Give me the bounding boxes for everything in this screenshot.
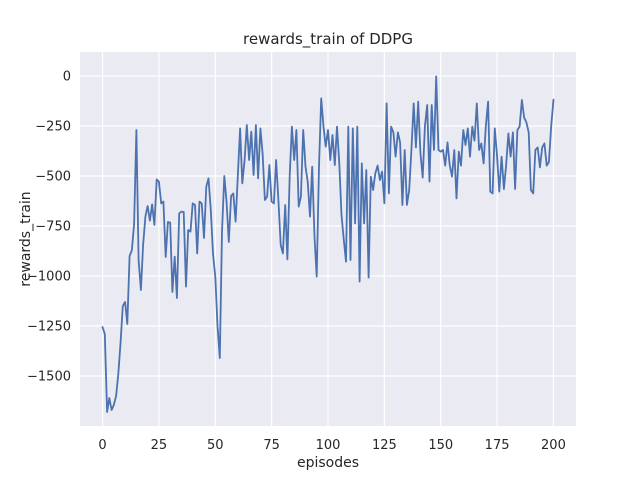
y-tick-label: −750 — [35, 220, 71, 235]
y-tick-label: −1250 — [27, 320, 71, 335]
x-tick-label: 175 — [485, 438, 510, 453]
y-tick-label: −1500 — [27, 370, 71, 385]
y-tick-label: 0 — [63, 70, 71, 85]
chart-title: rewards_train of DDPG — [243, 30, 413, 49]
x-tick-label: 50 — [207, 438, 224, 453]
x-tick-label: 200 — [541, 438, 566, 453]
y-tick-label: −1000 — [27, 270, 71, 285]
x-tick-label: 125 — [372, 438, 397, 453]
x-tick-label: 75 — [263, 438, 280, 453]
y-tick-label: −500 — [35, 170, 71, 185]
grid-lines — [80, 52, 576, 426]
x-tick-label: 100 — [316, 438, 341, 453]
x-axis-label: episodes — [297, 455, 359, 471]
x-tick-label: 25 — [151, 438, 168, 453]
x-tick-label: 0 — [98, 438, 106, 453]
y-tick-label: −250 — [35, 120, 71, 135]
y-tick-labels: 0 −250 −500 −750 −1000 −1250 −1500 — [27, 70, 71, 385]
y-axis-label: rewards_train — [18, 191, 34, 286]
x-tick-label: 150 — [428, 438, 453, 453]
rewards-line-series — [101, 75, 555, 413]
x-tick-labels: 0 25 50 75 100 125 150 175 200 — [98, 438, 565, 453]
